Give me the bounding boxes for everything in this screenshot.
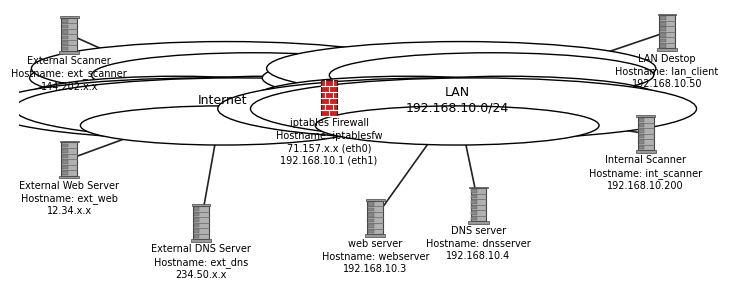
Ellipse shape <box>315 106 599 145</box>
FancyBboxPatch shape <box>660 38 666 42</box>
FancyBboxPatch shape <box>368 213 374 217</box>
FancyBboxPatch shape <box>471 200 477 204</box>
FancyBboxPatch shape <box>194 235 199 238</box>
FancyBboxPatch shape <box>62 19 67 23</box>
FancyBboxPatch shape <box>367 201 383 234</box>
Ellipse shape <box>113 76 421 119</box>
FancyBboxPatch shape <box>638 118 644 122</box>
FancyBboxPatch shape <box>658 14 677 15</box>
FancyBboxPatch shape <box>638 129 644 133</box>
FancyBboxPatch shape <box>638 146 644 149</box>
FancyBboxPatch shape <box>660 22 666 25</box>
FancyBboxPatch shape <box>660 33 666 37</box>
Ellipse shape <box>251 78 696 140</box>
FancyBboxPatch shape <box>62 143 67 147</box>
FancyBboxPatch shape <box>62 47 67 50</box>
FancyBboxPatch shape <box>636 150 656 153</box>
Text: External Scanner
Hostname: ext_scanner
144.202.x.x: External Scanner Hostname: ext_scanner 1… <box>12 56 128 92</box>
FancyBboxPatch shape <box>659 15 675 48</box>
Ellipse shape <box>218 78 664 140</box>
Text: web server
Hostname: webserver
192.168.10.3: web server Hostname: webserver 192.168.1… <box>322 239 429 274</box>
FancyBboxPatch shape <box>59 51 79 53</box>
Text: External DNS Server
Hostname: ext_dns
234.50.x.x: External DNS Server Hostname: ext_dns 23… <box>151 244 251 280</box>
FancyBboxPatch shape <box>471 217 477 220</box>
FancyBboxPatch shape <box>638 135 644 138</box>
FancyBboxPatch shape <box>62 171 67 175</box>
FancyBboxPatch shape <box>62 166 67 169</box>
Ellipse shape <box>23 76 331 119</box>
Text: Internet: Internet <box>198 94 247 107</box>
FancyBboxPatch shape <box>191 204 210 206</box>
FancyBboxPatch shape <box>60 16 78 18</box>
FancyBboxPatch shape <box>62 30 67 34</box>
FancyBboxPatch shape <box>468 221 489 224</box>
Text: LAN Destop
Hostname: lan_client
192.168.10.50: LAN Destop Hostname: lan_client 192.168.… <box>616 53 718 89</box>
Ellipse shape <box>254 76 562 119</box>
FancyBboxPatch shape <box>60 141 78 142</box>
FancyBboxPatch shape <box>191 239 211 242</box>
Text: LAN
192.168.10.0/24: LAN 192.168.10.0/24 <box>405 86 509 114</box>
FancyBboxPatch shape <box>368 207 374 211</box>
FancyBboxPatch shape <box>638 140 644 144</box>
FancyBboxPatch shape <box>194 218 199 222</box>
FancyBboxPatch shape <box>194 207 199 211</box>
FancyBboxPatch shape <box>62 155 67 158</box>
Text: iptables Firewall
Hostname: iptablesfw
71.157.x.x (eth0)
192.168.10.1 (eth1): iptables Firewall Hostname: iptablesfw 7… <box>276 118 383 166</box>
FancyBboxPatch shape <box>62 160 67 164</box>
FancyBboxPatch shape <box>193 206 209 239</box>
Ellipse shape <box>352 76 660 119</box>
FancyBboxPatch shape <box>368 224 374 228</box>
FancyBboxPatch shape <box>660 16 666 20</box>
Ellipse shape <box>92 53 416 97</box>
Ellipse shape <box>329 53 654 97</box>
Text: External Web Server
Hostname: ext_web
12.34.x.x: External Web Server Hostname: ext_web 12… <box>19 181 119 216</box>
FancyBboxPatch shape <box>469 186 488 188</box>
FancyBboxPatch shape <box>471 211 477 215</box>
FancyBboxPatch shape <box>62 142 77 175</box>
Ellipse shape <box>262 54 603 101</box>
FancyBboxPatch shape <box>471 206 477 209</box>
FancyBboxPatch shape <box>636 115 655 117</box>
FancyBboxPatch shape <box>471 188 486 221</box>
Ellipse shape <box>0 78 430 140</box>
FancyBboxPatch shape <box>194 213 199 216</box>
FancyBboxPatch shape <box>59 175 79 178</box>
Text: Internal Scanner
Hostname: int_scanner
192.168.10.200: Internal Scanner Hostname: int_scanner 1… <box>589 155 702 191</box>
FancyBboxPatch shape <box>368 202 374 206</box>
FancyBboxPatch shape <box>194 229 199 233</box>
FancyBboxPatch shape <box>660 44 666 48</box>
FancyBboxPatch shape <box>657 48 677 51</box>
Ellipse shape <box>32 42 421 95</box>
FancyBboxPatch shape <box>368 230 374 233</box>
Text: DNS server
Hostname: dnsserver
192.168.10.4: DNS server Hostname: dnsserver 192.168.1… <box>426 226 531 261</box>
FancyBboxPatch shape <box>62 36 67 39</box>
FancyBboxPatch shape <box>62 149 67 153</box>
FancyBboxPatch shape <box>62 41 67 45</box>
FancyBboxPatch shape <box>660 27 666 31</box>
FancyBboxPatch shape <box>471 189 477 193</box>
FancyBboxPatch shape <box>471 195 477 198</box>
Ellipse shape <box>14 78 460 140</box>
FancyBboxPatch shape <box>638 124 644 127</box>
FancyBboxPatch shape <box>365 234 386 237</box>
FancyBboxPatch shape <box>62 18 77 51</box>
Ellipse shape <box>267 42 656 95</box>
FancyBboxPatch shape <box>638 117 654 150</box>
Ellipse shape <box>29 54 370 101</box>
FancyBboxPatch shape <box>368 218 374 222</box>
Ellipse shape <box>81 106 364 145</box>
FancyBboxPatch shape <box>366 199 385 201</box>
FancyBboxPatch shape <box>321 80 337 116</box>
FancyBboxPatch shape <box>62 25 67 28</box>
FancyBboxPatch shape <box>194 224 199 227</box>
